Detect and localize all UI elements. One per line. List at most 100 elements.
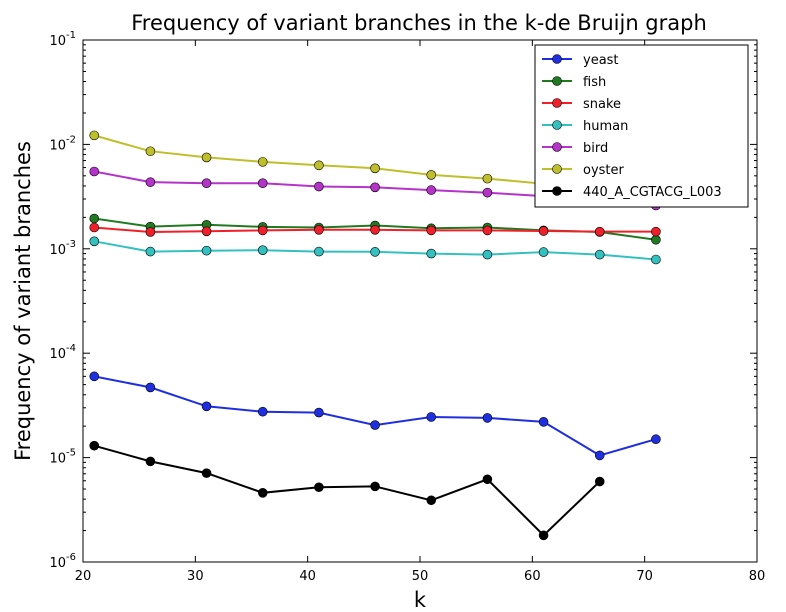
data-point [594, 450, 605, 461]
data-point [538, 226, 549, 236]
legend-label: bird [583, 141, 608, 156]
data-point [594, 226, 605, 237]
data-point [89, 166, 100, 177]
data-point [201, 226, 212, 237]
y-tick-base: 10 [49, 138, 66, 153]
data-point [257, 245, 268, 255]
series-440_A_CGTACG_L003 [89, 440, 605, 541]
data-point [538, 530, 549, 541]
legend-label: oyster [583, 163, 625, 178]
series-snake [89, 222, 661, 237]
data-point [314, 181, 324, 192]
x-tick-label: 80 [749, 569, 766, 584]
y-tick-exponent: -2 [66, 134, 76, 145]
x-axis-label: k [414, 588, 427, 612]
legend-label: human [583, 119, 628, 134]
legend-label: yeast [583, 53, 619, 68]
data-point [314, 482, 324, 493]
data-point [538, 247, 549, 257]
x-tick-label: 60 [524, 569, 541, 584]
data-point [314, 160, 324, 171]
data-point [482, 225, 493, 236]
data-point [145, 456, 156, 467]
legend-swatch-marker [552, 186, 562, 196]
data-point [201, 468, 212, 478]
x-tick-label: 70 [636, 569, 653, 584]
y-tick-base: 10 [49, 34, 66, 49]
y-tick-exponent: -3 [66, 239, 76, 250]
legend-label: fish [583, 75, 606, 90]
data-point [482, 249, 493, 260]
data-point [594, 249, 605, 260]
data-point [426, 170, 437, 180]
data-point [538, 417, 549, 427]
y-tick-exponent: -6 [66, 552, 76, 563]
data-point [314, 407, 324, 418]
y-tick-exponent: -1 [66, 30, 76, 41]
data-point [257, 488, 268, 498]
y-axis-label: Frequency of variant branches [11, 141, 35, 461]
data-point [482, 413, 493, 423]
x-tick-label: 40 [299, 569, 316, 584]
data-point [651, 434, 661, 445]
data-point [426, 225, 437, 236]
data-point [89, 222, 100, 233]
data-point [651, 226, 661, 237]
legend-swatch-marker [552, 164, 562, 174]
y-tick-label: 10-3 [49, 239, 76, 258]
legend-swatch-marker [552, 76, 562, 86]
y-tick-label: 10-6 [49, 552, 76, 571]
data-point [145, 246, 156, 257]
chart-title: Frequency of variant branches in the k-d… [131, 11, 707, 35]
y-tick-base: 10 [49, 243, 66, 258]
data-point [426, 185, 437, 195]
legend-label: 440_A_CGTACG_L003 [583, 185, 722, 200]
data-point [482, 474, 493, 485]
data-point [145, 177, 156, 187]
data-point [145, 227, 156, 237]
data-point [370, 420, 380, 430]
x-tick-label: 20 [75, 569, 92, 584]
x-tick-label: 30 [187, 569, 204, 584]
legend-item: oyster [542, 163, 625, 178]
data-point [89, 371, 100, 382]
data-point [89, 130, 100, 141]
series-human [89, 236, 661, 265]
y-tick-base: 10 [49, 452, 66, 467]
data-point [257, 178, 268, 188]
data-point [257, 406, 268, 417]
data-point [201, 178, 212, 188]
data-point [89, 440, 100, 451]
legend-item: snake [542, 97, 621, 112]
data-point [482, 173, 493, 184]
y-tick-base: 10 [49, 556, 66, 571]
data-point [201, 401, 212, 412]
data-point [370, 247, 380, 257]
data-point [89, 213, 100, 224]
data-point [257, 157, 268, 167]
data-point [426, 248, 437, 259]
legend-item: yeast [542, 53, 619, 68]
data-point [426, 495, 437, 506]
data-point [257, 225, 268, 236]
data-point [370, 481, 380, 492]
data-point [201, 245, 212, 256]
series-line [93, 444, 601, 537]
legend-label: snake [583, 97, 621, 112]
data-point [482, 187, 493, 198]
y-tick-label: 10-2 [49, 134, 76, 153]
x-tick-label: 50 [412, 569, 429, 584]
data-point [651, 254, 661, 265]
data-point [370, 225, 380, 235]
legend: yeast fish snake human bird oyster 440_A_CGTAC… [534, 44, 749, 208]
series-yeast [89, 371, 661, 461]
legend-swatch-marker [552, 98, 562, 108]
legend-item: human [542, 119, 628, 134]
data-point [370, 182, 380, 193]
y-tick-label: 10-4 [49, 343, 76, 362]
data-point [370, 163, 380, 174]
legend-swatch-marker [552, 142, 562, 152]
data-point [145, 146, 156, 157]
data-point [89, 236, 100, 247]
